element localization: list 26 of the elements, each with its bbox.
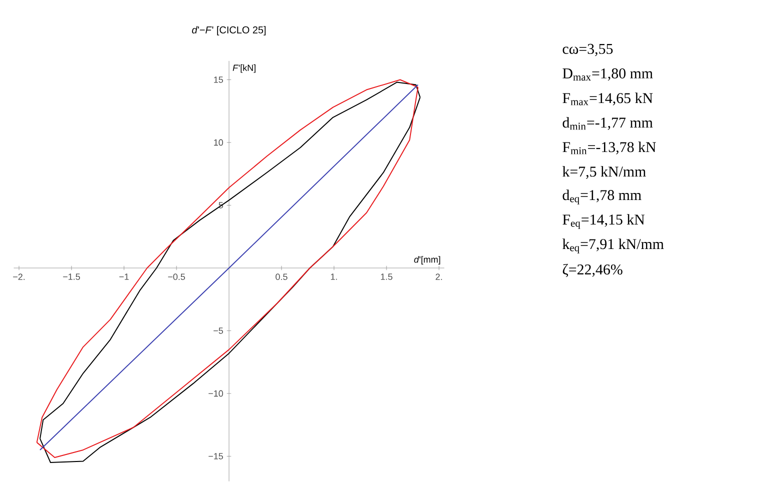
text: F$_{max}$=14,65 kN [562, 92, 653, 106]
x-tick-label: −1.5 [63, 274, 80, 280]
text: k=7,5 kN/mm [562, 166, 646, 179]
y-tick-label: −15 [208, 453, 223, 460]
x-tick-label: −1 [119, 274, 129, 280]
x-tick-label: −0.5 [168, 274, 185, 280]
x-tick-label: 1. [330, 274, 337, 280]
text: cω=3,55 [562, 44, 613, 56]
text: d$_{eq}$=1,78 mm [562, 190, 642, 204]
text: k$_{eq}$=7,91 kN/mm [562, 238, 664, 254]
text: F$_{eq}$=14,15 kN [562, 214, 645, 229]
chart-title: d'−F' [CICLO 25] [192, 26, 266, 36]
y-tick-label: 10 [214, 139, 224, 146]
x-axis-title: d'[mm] [414, 256, 440, 264]
y-tick-label: −5 [214, 328, 223, 334]
x-tick-label: 0.5 [276, 274, 288, 280]
x-tick-label: 1.5 [380, 274, 392, 280]
text: F$_{min}$=-13,78 kN [562, 142, 656, 154]
y-tick-label: −10 [208, 390, 224, 397]
x-tick-label: −2. [13, 274, 25, 280]
x-tick-label: 2. [436, 274, 442, 280]
y-axis-title: F'[kN] [232, 64, 256, 73]
text: ζ=22,46% [562, 264, 622, 278]
text: d$_{min}$=-1,77 mm [562, 117, 653, 130]
text: D$_{max}$=1,80 mm [562, 68, 653, 81]
y-tick-label: 15 [214, 76, 223, 83]
